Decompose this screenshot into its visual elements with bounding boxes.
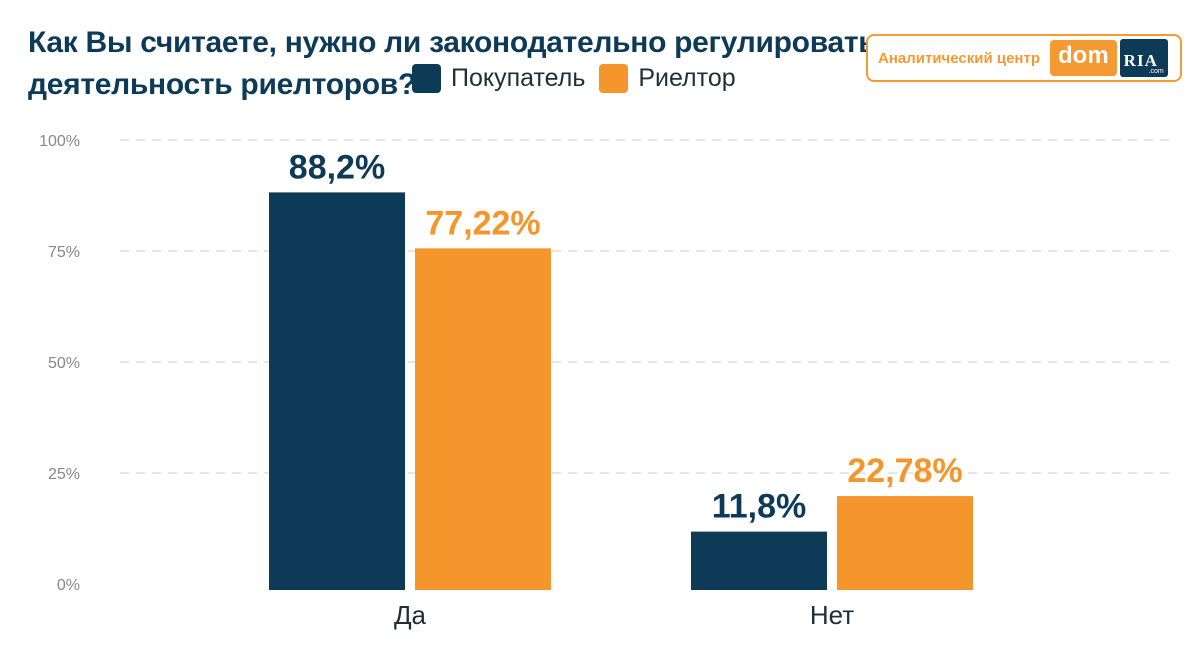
data-label: 77,22%: [425, 204, 540, 242]
data-label: 88,2%: [289, 148, 385, 186]
bar: [837, 496, 973, 590]
x-tick-label: Нет: [810, 600, 854, 630]
bar: [691, 531, 827, 590]
y-tick-label: 0%: [57, 577, 80, 594]
bar: [415, 248, 551, 590]
data-label: 11,8%: [712, 488, 807, 526]
logo-dom: dom: [1050, 40, 1117, 76]
brand-logo: Аналитический центр dom RIA .com: [866, 34, 1182, 82]
legend-label-realtor: Риелтор: [638, 64, 736, 92]
logo-ria-text: RIA: [1123, 51, 1158, 70]
x-tick-label: Да: [394, 600, 427, 630]
y-tick-label: 75%: [48, 244, 80, 261]
logo-ria-badge: RIA .com: [1119, 39, 1168, 77]
chart-title-line-1: Как Вы считаете, нужно ли законодательно…: [28, 26, 877, 59]
y-tick-label: 50%: [48, 355, 80, 372]
data-label: 22,78%: [847, 452, 962, 490]
y-tick-label: 100%: [39, 133, 80, 150]
legend-swatch-realtor: [599, 64, 629, 93]
bar: [269, 192, 405, 590]
legend: Покупатель Риелтор: [412, 64, 736, 93]
logo-text: Аналитический центр: [878, 49, 1040, 67]
y-tick-label: 25%: [48, 466, 80, 483]
legend-swatch-buyer: [412, 64, 441, 93]
legend-item-realtor: Риелтор: [599, 64, 736, 93]
chart-title: Как Вы считаете, нужно ли законодательно…: [28, 22, 877, 106]
legend-item-buyer: Покупатель: [412, 64, 585, 93]
legend-label-buyer: Покупатель: [451, 64, 586, 92]
logo-com-text: .com: [1148, 68, 1164, 75]
chart-title-line-2: деятельность риелторов?: [28, 68, 416, 101]
